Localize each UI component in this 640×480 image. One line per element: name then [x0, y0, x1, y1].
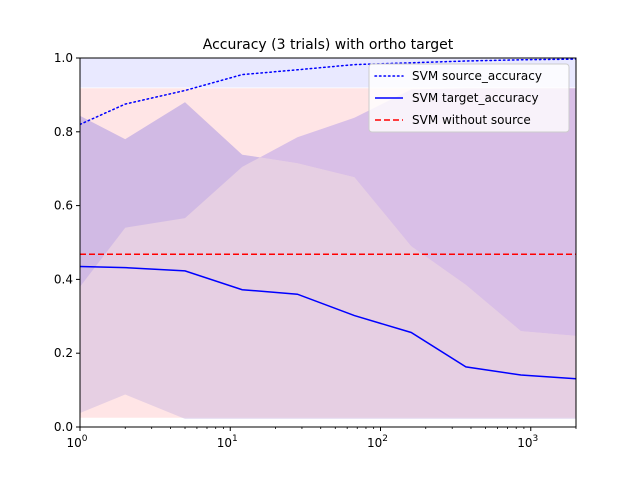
y-tick-label: 0.2 — [54, 346, 73, 360]
legend-label-svm-without-source: SVM without source — [412, 113, 531, 127]
x-tick-exponent: 1 — [232, 434, 238, 444]
legend-box — [368, 63, 570, 133]
plot-clipped-group — [80, 58, 576, 419]
legend-label-svm-target-accuracy: SVM target_accuracy — [412, 91, 539, 105]
y-tick-label: 1.0 — [54, 51, 73, 65]
legend-label-svm-source-accuracy: SVM source_accuracy — [412, 69, 542, 83]
series-line-svm-target-accuracy — [80, 265, 576, 380]
x-tick-label: 100 — [66, 434, 87, 450]
x-tick-exponent: 2 — [382, 434, 388, 444]
y-tick-label: 0.0 — [54, 420, 73, 434]
y-tick-label: 0.8 — [54, 125, 73, 139]
x-tick-exponent: 3 — [533, 434, 539, 444]
plot-area — [80, 58, 576, 419]
band-target-overlap — [80, 102, 576, 419]
y-tick-label: 0.6 — [54, 199, 73, 213]
legend: SVM source_accuracy SVM target_accuracy SV… — [368, 63, 570, 133]
x-tick-exponent: 0 — [82, 434, 88, 444]
axes-frame — [79, 57, 577, 428]
x-tick-label: 102 — [367, 434, 388, 450]
band-svm-target-accuracy — [80, 88, 576, 336]
x-tick-label: 103 — [517, 434, 538, 450]
chart-title: Accuracy (3 trials) with ortho target — [203, 37, 454, 53]
y-tick-label: 0.4 — [54, 272, 73, 286]
x-tick-label: 101 — [217, 434, 238, 450]
